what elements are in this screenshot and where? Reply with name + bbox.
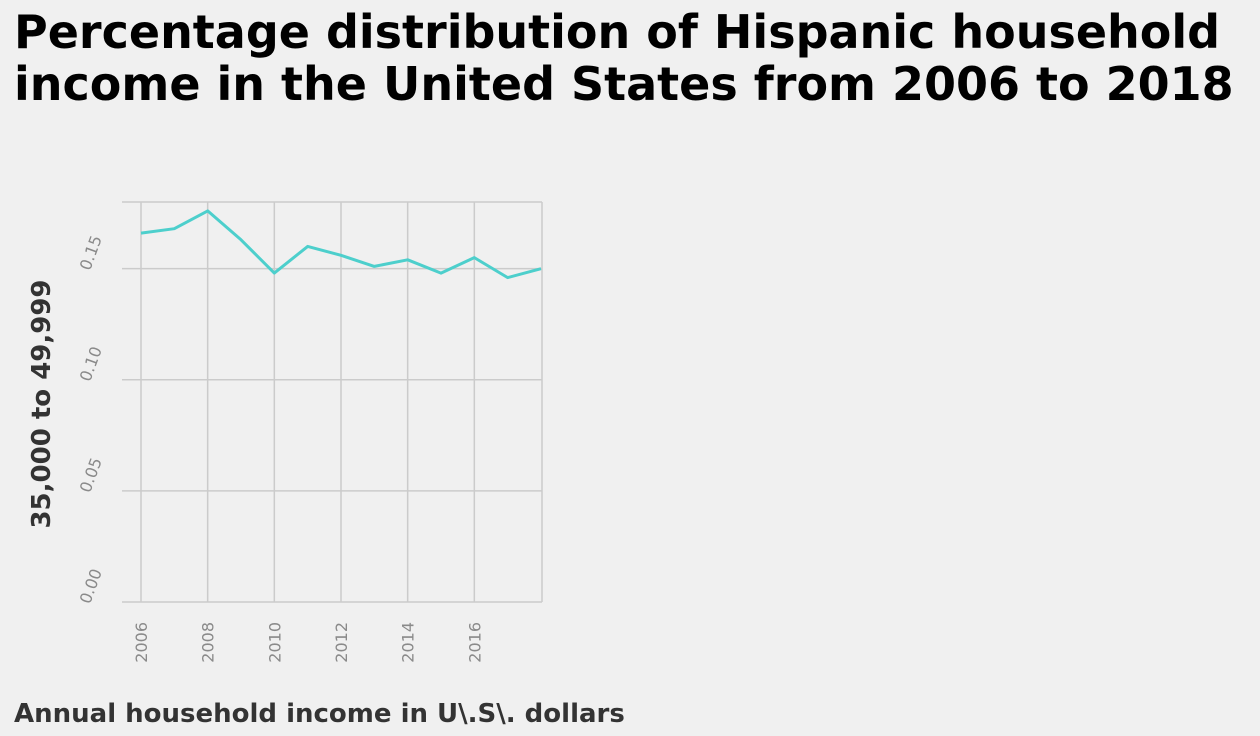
x-tick-label: 2014 [399, 622, 418, 663]
y-tick-labels: 0.00 0.05 0.10 0.15 [76, 233, 106, 606]
series-line [140, 209, 542, 280]
x-tick-label: 2010 [265, 622, 284, 663]
x-axis-title: Annual household income in U\.S\. dollar… [14, 699, 625, 729]
y-tick-label: 0.00 [76, 566, 106, 606]
x-tick-label: 2006 [132, 622, 151, 663]
x-tick-label: 2016 [465, 622, 484, 663]
y-tick-label: 0.15 [76, 233, 106, 273]
x-tick-label: 2008 [199, 622, 218, 663]
y-tick-label: 0.10 [76, 344, 106, 384]
chart-title: Percentage distribution of Hispanic hous… [14, 5, 1234, 111]
x-tick-label: 2012 [332, 622, 351, 663]
grid-lines [122, 201, 543, 603]
y-axis-title: 35,000 to 49,999 [27, 279, 57, 528]
y-tick-label: 0.05 [76, 455, 106, 495]
x-tick-labels: 2006 2008 2010 2012 2014 2016 [132, 622, 484, 663]
